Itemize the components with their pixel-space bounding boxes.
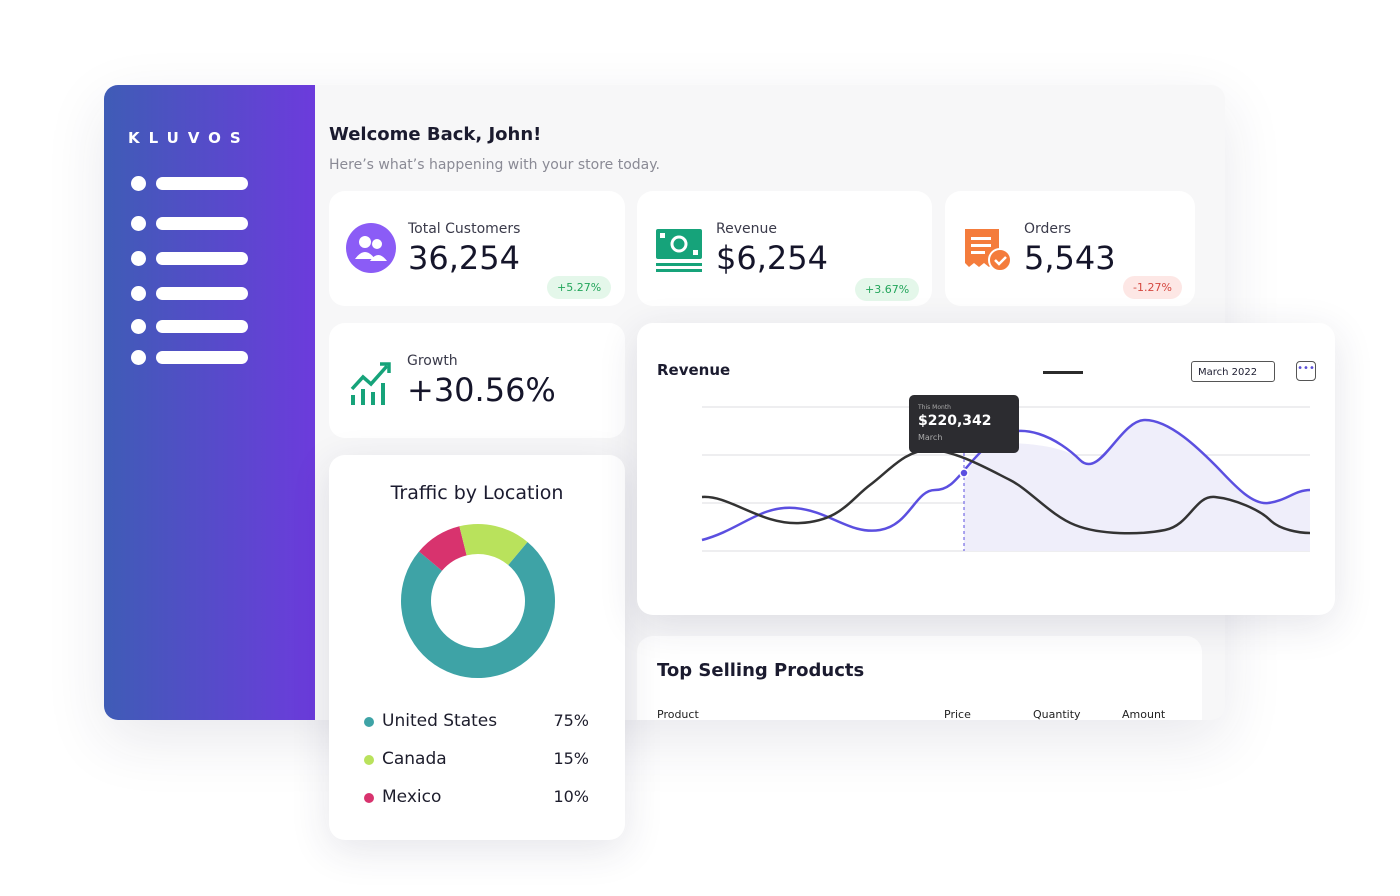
menu-icon[interactable] [131,251,146,266]
tooltip-value: $220,342 [918,413,992,429]
comparison-line [701,448,1311,535]
legend-name: Mexico [382,787,442,807]
stat-label: Orders [1024,221,1072,237]
menu-icon[interactable] [131,216,146,231]
stat-value: 5,543 [1024,239,1116,277]
growth-value: +30.56% [407,371,556,409]
legend-value: 10% [553,787,589,806]
revenue-chart [701,395,1311,552]
revenue-title: Revenue [657,361,731,379]
stat-value: 36,254 [408,239,520,277]
products-card: Top Selling Products Product Price Quant… [637,636,1202,720]
menu-icon[interactable] [131,350,146,365]
menu-item[interactable] [156,351,248,364]
legend-line [1043,371,1083,374]
menu-item[interactable] [156,287,248,300]
menu-item[interactable] [156,217,248,230]
legend-name: United States [382,711,498,731]
welcome-title: Welcome Back, John! [329,124,542,145]
donut-segment [401,542,555,678]
revenue-line [701,418,1311,542]
stat-card: Total Customers 36,254 +5.27% [329,191,625,306]
column-header: Amount [1122,708,1166,720]
menu-icon[interactable] [131,286,146,301]
stat-card: Revenue $6,254 +3.67% [637,191,932,306]
stat-change: +5.27% [547,276,612,299]
date-picker[interactable]: March 2022 [1191,361,1275,382]
column-header: Product [657,708,699,720]
tooltip-period: This Month [918,404,951,411]
sidebar: KLUVOS [104,85,315,720]
legend-name: Canada [382,749,447,769]
column-header: Price [944,708,971,720]
legend-dot [364,755,374,765]
orders-icon [965,229,1012,272]
menu-item[interactable] [156,177,248,190]
stat-change: +3.67% [855,278,920,301]
stat-label: Revenue [716,221,777,237]
customers-icon [346,223,396,273]
tooltip-month: March [918,433,943,442]
traffic-card: Traffic by Location United States 75% Cana… [329,455,625,840]
donut-segment [459,524,528,566]
stat-label: Total Customers [408,221,521,237]
growth-label: Growth [407,353,458,369]
revenue-card: Revenue March 2022 ••• This Month $220,3… [637,323,1335,615]
legend-value: 15% [553,749,589,768]
donut-segment [419,526,468,572]
column-header: Quantity [1033,708,1081,720]
date-text: March 2022 [1198,367,1258,378]
menu-button[interactable]: ••• [1296,361,1316,381]
menu-icon[interactable] [131,176,146,191]
growth-card: Growth +30.56% [329,323,625,438]
growth-icon [350,362,391,405]
stat-value: $6,254 [716,239,828,277]
menu-item[interactable] [156,320,248,333]
menu-item[interactable] [156,252,248,265]
revenue-icon [656,229,702,272]
legend-dot [364,793,374,803]
legend-dot [364,717,374,727]
products-title: Top Selling Products [657,660,865,681]
donut-chart [401,524,555,678]
stat-change: -1.27% [1123,276,1182,299]
welcome-subtitle: Here’s what’s happening with your store … [329,157,660,173]
brand: KLUVOS [128,129,250,147]
menu-icon[interactable] [131,319,146,334]
traffic-title: Traffic by Location [390,482,564,504]
legend-value: 75% [553,711,589,730]
stat-card: Orders 5,543 -1.27% [945,191,1195,306]
